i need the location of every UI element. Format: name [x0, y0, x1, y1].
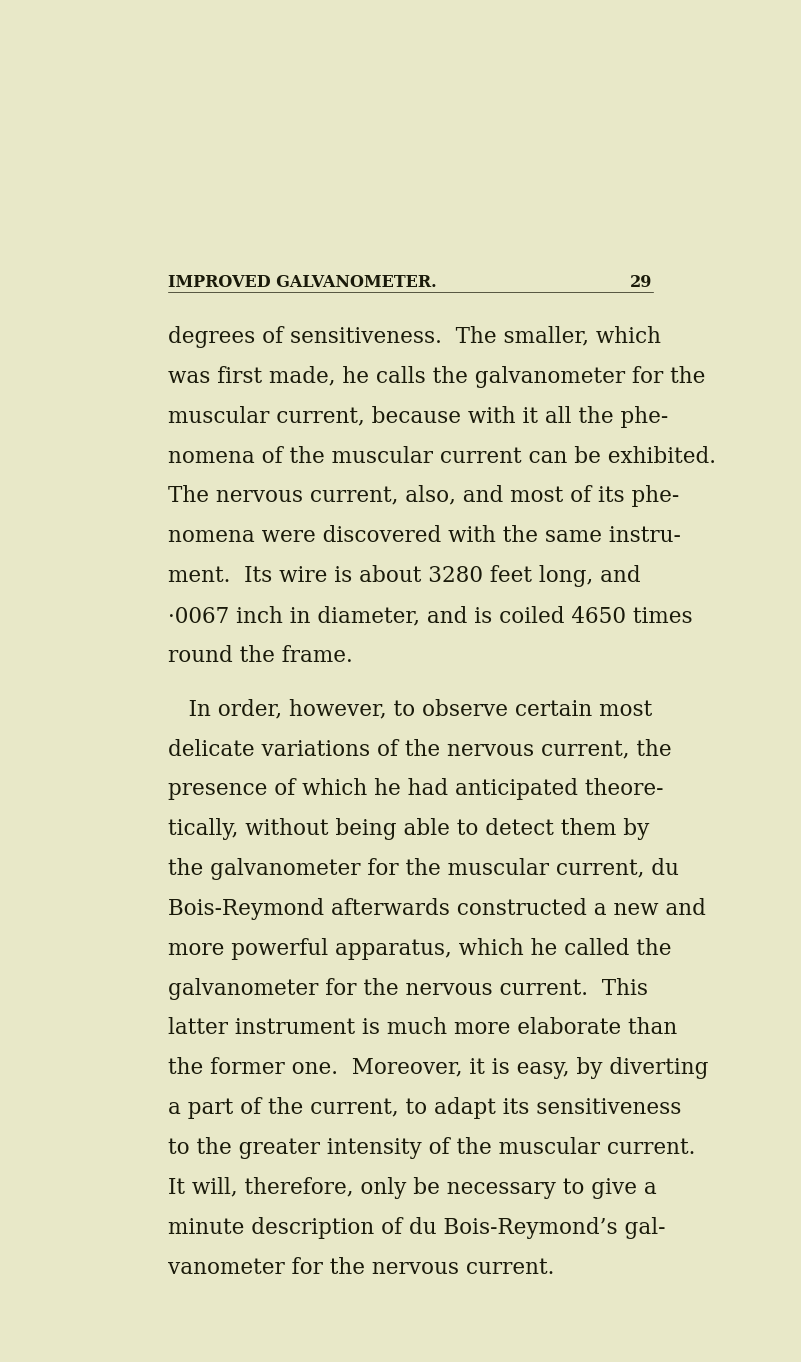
- Text: muscular current, because with it all the phe-: muscular current, because with it all th…: [168, 406, 669, 428]
- Text: the former one.  Moreover, it is easy, by diverting: the former one. Moreover, it is easy, by…: [168, 1057, 709, 1079]
- Text: vanometer for the nervous current.: vanometer for the nervous current.: [168, 1257, 555, 1279]
- Text: tically, without being able to detect them by: tically, without being able to detect th…: [168, 819, 650, 840]
- Text: to the greater intensity of the muscular current.: to the greater intensity of the muscular…: [168, 1137, 696, 1159]
- Text: It will, therefore, only be necessary to give a: It will, therefore, only be necessary to…: [168, 1177, 657, 1199]
- Text: galvanometer for the nervous current.  This: galvanometer for the nervous current. Th…: [168, 978, 649, 1000]
- Text: delicate variations of the nervous current, the: delicate variations of the nervous curre…: [168, 738, 672, 760]
- Text: round the frame.: round the frame.: [168, 644, 353, 667]
- Text: degrees of sensitiveness.  The smaller, which: degrees of sensitiveness. The smaller, w…: [168, 326, 662, 349]
- Text: minute description of du Bois-Reymond’s gal-: minute description of du Bois-Reymond’s …: [168, 1216, 666, 1238]
- Text: the galvanometer for the muscular current, du: the galvanometer for the muscular curren…: [168, 858, 679, 880]
- Text: ment.  Its wire is about 3280 feet long, and: ment. Its wire is about 3280 feet long, …: [168, 565, 641, 587]
- Text: ·0067 inch in diameter, and is coiled 4650 times: ·0067 inch in diameter, and is coiled 46…: [168, 605, 693, 627]
- Text: nomena of the muscular current can be exhibited.: nomena of the muscular current can be ex…: [168, 445, 716, 467]
- Text: In order, however, to observe certain most: In order, however, to observe certain mo…: [168, 699, 653, 720]
- Text: The nervous current, also, and most of its phe-: The nervous current, also, and most of i…: [168, 485, 680, 508]
- Text: IMPROVED GALVANOMETER.: IMPROVED GALVANOMETER.: [168, 274, 437, 290]
- Text: presence of which he had anticipated theore-: presence of which he had anticipated the…: [168, 778, 664, 801]
- Text: latter instrument is much more elaborate than: latter instrument is much more elaborate…: [168, 1017, 678, 1039]
- Text: nomena were discovered with the same instru-: nomena were discovered with the same ins…: [168, 526, 682, 548]
- Text: was first made, he calls the galvanometer for the: was first made, he calls the galvanomete…: [168, 366, 706, 388]
- Text: 29: 29: [630, 274, 653, 290]
- Text: more powerful apparatus, which he called the: more powerful apparatus, which he called…: [168, 937, 672, 960]
- Text: a part of the current, to adapt its sensitiveness: a part of the current, to adapt its sens…: [168, 1098, 682, 1120]
- Text: Bois-Reymond afterwards constructed a new and: Bois-Reymond afterwards constructed a ne…: [168, 898, 706, 919]
